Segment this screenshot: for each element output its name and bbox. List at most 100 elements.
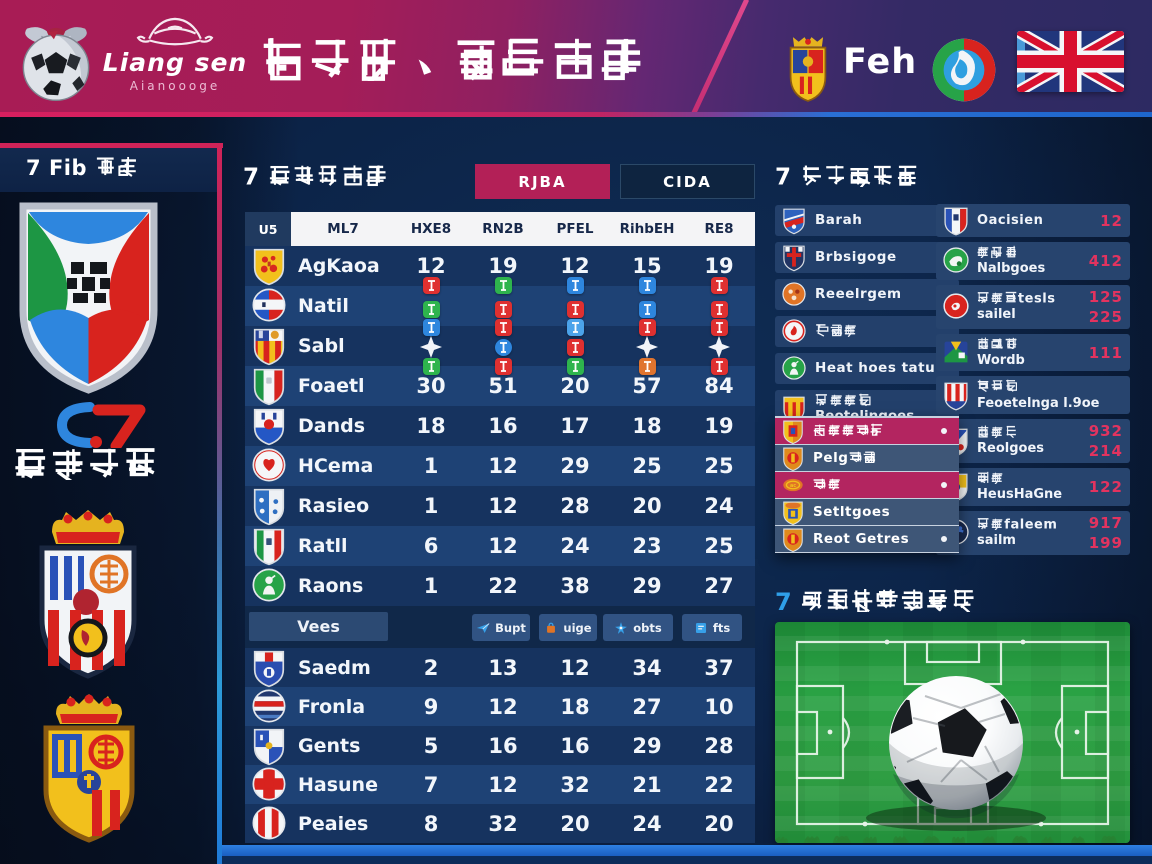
team-name: Raons [298,575,364,597]
table-row-ratll[interactable]: Ratll 6 12 24 23 25 [245,526,755,566]
stats-right-item[interactable]: faleem sailm 917 199 [936,510,1130,555]
stat-value: 22 [488,574,518,598]
team-name: Ratll [298,535,348,557]
form-badge-icon [422,357,440,375]
team-crest-icon [252,248,286,286]
stats-right-item[interactable]: Feoetelnga l.9oe [936,376,1130,415]
table-row-dands[interactable]: Dands 18 16 17 18 19 [245,406,755,446]
stat-value: 25 [704,534,734,558]
stat-value: 51 [488,374,518,398]
stats-item-label-line1 [815,393,914,409]
stats-left-item[interactable]: Brbsigoge [775,242,959,273]
filter-button-uige[interactable]: uige [539,614,597,641]
latin-char: e [1024,291,1034,307]
svg-text:ac: ac [790,483,796,488]
stats-item-label: Heat hoes tatu [815,361,935,376]
stat-number: 225 [1088,307,1123,326]
table-row-rasieo[interactable]: Rasieo 1 12 28 20 24 [245,486,755,526]
stats-item-icon [943,339,969,366]
stats-item-label: tesls sailel [977,291,1081,323]
form-badge-icon [422,276,440,294]
table-row-peaies[interactable]: Peaies 8 32 20 24 20 [245,804,755,843]
stats-right-item[interactable]: tesls sailel 125 225 [936,284,1130,329]
stats-item-label-line2: sailm [977,533,1016,549]
bottom-blue-bar [222,845,1152,856]
stats-item-label: faleem sailm [977,517,1081,549]
latin-char: r [835,212,843,228]
pseudo-cjk-glyph [991,517,1004,530]
latin-char: H [815,360,827,376]
pseudo-cjk-glyph [51,446,85,481]
latin-char: f [1004,517,1011,533]
stat-value: 8 [423,811,439,836]
stats-panel-title: 7 [775,164,921,191]
stats-item-label-line2: Feoetelnga l.9oe [977,395,1100,411]
pseudo-cjk-glyph [952,588,976,612]
subheader-label-pill[interactable]: Vees [249,612,388,641]
stats-item-label-line2: Nalbgoes [977,261,1046,277]
table-row-gents[interactable]: Gents 5 16 16 29 28 [245,726,755,765]
stat-value: 19 [488,254,518,278]
latin-char: a [836,360,847,376]
filter-button-Bupt[interactable]: Bupt [472,614,530,641]
dropdown-item[interactable]: Setltgoes [775,499,959,526]
stats-right-item[interactable]: Nalbgoes 412 [936,242,1130,280]
team-name: Foaetl [298,375,365,397]
stats-left-item[interactable]: Heat hoes tatu [775,353,959,384]
tab-cida[interactable]: CIDA [620,164,755,199]
filter-button-obts[interactable]: obts [603,614,673,641]
tab-rjba[interactable]: RJBA [475,164,610,199]
stat-value: 16 [488,733,518,758]
stats-right-item[interactable]: HeusHaGne 122 [936,468,1130,506]
dropdown-item[interactable]: ac [775,472,959,499]
brand-block[interactable]: Liang sen Aianoooge [100,12,250,93]
table-row-fronla[interactable]: Fronla 9 12 18 27 10 [245,687,755,726]
dropdown-item[interactable]: Reot Getres [775,526,959,553]
stats-right-item[interactable]: Wordb 111 [936,333,1130,372]
stats-right-item[interactable]: Oacisien 12 [936,204,1130,237]
table-row-agkaoa[interactable]: AgKaoa 12 19 12 15 19 [245,246,755,286]
pseudo-cjk-glyph [977,337,990,350]
latin-char: o [867,249,877,265]
latin-char: B [815,212,826,228]
latin-char: t [918,360,926,376]
table-row-hcema[interactable]: HCema 1 12 29 25 25 [245,446,755,486]
form-star-icon [707,335,731,359]
table-row-raons[interactable]: Raons 1 22 38 29 27 [245,566,755,606]
league-ring-icon[interactable] [930,36,998,104]
stats-right-item[interactable]: Reolgoes 932 214 [936,419,1130,464]
table-row-hasune[interactable]: Hasune 7 12 32 21 22 [245,765,755,804]
dropdown-item[interactable] [775,418,959,445]
latin-char: r [860,286,868,302]
dropdown-item[interactable]: Pelg [775,445,959,472]
stat-value: 25 [704,454,734,478]
pseudo-cjk-glyph [991,291,1004,304]
pseudo-cjk-glyph [991,245,1004,258]
stat-number: 214 [1088,442,1123,461]
uk-flag-icon[interactable] [1017,31,1124,92]
stats-item-values: 412 [1089,252,1123,270]
table-row-saedm[interactable]: Saedm 2 13 12 34 37 [245,648,755,687]
latin-char: F [48,156,64,180]
stats-left-item[interactable]: Barah [775,205,959,236]
latin-char: l [1019,517,1025,533]
latin-char: r [825,249,833,265]
team-cell: AgKaoa [245,248,395,286]
latin-char: i [1019,212,1025,228]
stat-value: 12 [488,534,518,558]
team-cell: Gents [245,728,395,765]
latin-char: e [845,286,855,302]
table-row-foaetl[interactable]: Foaetl 30 51 20 57 84 [245,366,755,406]
pseudo-cjk-glyph [991,471,1004,484]
stats-left-item[interactable] [775,316,959,347]
filter-obts-icon [614,621,628,635]
team-crest-icon [252,728,286,765]
stat-number: 199 [1088,533,1123,552]
team-crest-icon [252,568,286,604]
filter-button-fts[interactable]: fts [682,614,742,641]
pseudo-cjk-glyph [293,164,316,187]
stat-value: 23 [632,534,662,558]
column-header-hxe8: HXE8 [410,221,452,237]
stats-left-item[interactable]: Reeelrgem [775,279,959,310]
dropdown-item-label [813,423,884,439]
